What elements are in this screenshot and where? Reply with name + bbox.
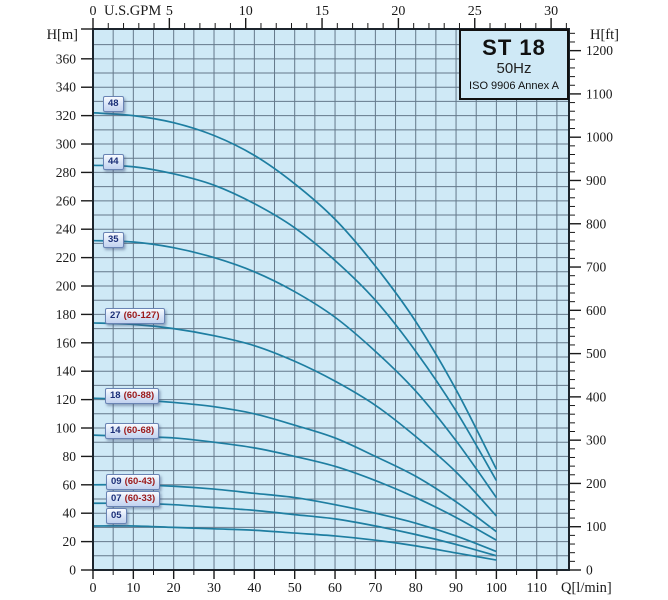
pump-model-title: ST 18 <box>482 35 546 60</box>
pump-curve-44 <box>92 164 498 481</box>
left-axis-tick-label: 180 <box>56 307 77 322</box>
left-axis-tick-label: 340 <box>56 80 77 95</box>
left-axis-tick-label: 160 <box>56 335 77 350</box>
curve-label-stages: 27 <box>110 310 121 321</box>
left-axis-tick-label: 200 <box>56 279 77 294</box>
top-axis-tick-label: 25 <box>468 4 482 19</box>
curve-label-14: 14 (60-68) <box>105 423 160 439</box>
left-axis-tick-label: 140 <box>56 364 77 379</box>
right-axis-tick-label: 600 <box>586 303 607 318</box>
pump-frequency: 50Hz <box>496 60 532 77</box>
left-axis-tick-label: 40 <box>63 506 77 521</box>
curve-label-range: (60-68) <box>123 425 155 436</box>
pump-curve-27 <box>92 322 498 517</box>
left-axis-tick-label: 60 <box>63 477 77 492</box>
left-axis-tick-label: 360 <box>56 51 77 66</box>
plot-background <box>93 29 569 570</box>
right-axis-tick-label: 0 <box>586 563 593 578</box>
bottom-axis-tick-label: 50 <box>288 581 302 596</box>
left-axis-tick-label: 240 <box>56 222 77 237</box>
curve-label-27: 27 (60-127) <box>105 308 165 324</box>
curve-label-35: 35 <box>103 232 124 248</box>
left-axis-title: H[m] <box>47 27 78 43</box>
right-axis-tick-label: 500 <box>586 346 607 361</box>
curve-label-09: 09 (60-43) <box>106 474 161 490</box>
curve-label-stages: 07 <box>111 493 122 504</box>
pump-curve-07 <box>92 502 497 557</box>
curve-label-range: (60-33) <box>124 493 156 504</box>
curve-label-range: (60-127) <box>123 310 160 321</box>
top-axis-tick-label: 0 <box>90 4 97 19</box>
top-axis-tick-label: 10 <box>239 4 253 19</box>
top-axis-tick-label: 15 <box>315 4 329 19</box>
curve-label-stages: 44 <box>108 156 119 167</box>
right-axis-tick-label: 400 <box>586 389 607 404</box>
right-axis-tick-label: 700 <box>586 260 607 275</box>
left-axis-tick-label: 0 <box>69 563 76 578</box>
curve-label-stages: 09 <box>111 476 122 487</box>
right-axis-tick-label: 300 <box>586 433 607 448</box>
top-axis-tick-label: 5 <box>166 4 173 19</box>
bottom-axis-tick-label: 100 <box>486 581 507 596</box>
left-axis-tick-label: 20 <box>63 534 77 549</box>
bottom-axis-tick-label: 10 <box>126 581 140 596</box>
left-axis-tick-label: 300 <box>56 137 77 152</box>
curve-label-stages: 14 <box>110 425 121 436</box>
pump-curve-14 <box>92 434 497 541</box>
curve-label-stages: 48 <box>108 98 119 109</box>
bottom-axis-tick-label: 70 <box>368 581 382 596</box>
curve-label-44: 44 <box>103 154 124 170</box>
bottom-axis-tick-label: 0 <box>90 581 97 596</box>
curve-label-stages: 18 <box>110 390 121 401</box>
right-axis-tick-label: 1200 <box>586 43 613 58</box>
curve-label-48: 48 <box>103 96 124 112</box>
top-axis-title: U.S.GPM <box>104 3 161 19</box>
bottom-axis-tick-label: 110 <box>526 581 546 596</box>
left-axis-tick-label: 260 <box>56 193 77 208</box>
right-axis-tick-label: 1000 <box>586 130 613 145</box>
left-axis-tick-label: 80 <box>63 449 77 464</box>
right-axis-tick-label: 100 <box>586 519 607 534</box>
curve-label-18: 18 (60-88) <box>105 388 160 404</box>
left-axis-tick-label: 280 <box>56 165 77 180</box>
bottom-axis-tick-label: 90 <box>449 581 463 596</box>
bottom-axis-tick-label: 40 <box>247 581 261 596</box>
right-axis-tick-label: 200 <box>586 476 607 491</box>
bottom-axis-tick-label: 30 <box>207 581 221 596</box>
bottom-axis-tick-label: 60 <box>328 581 342 596</box>
right-axis-title: H[ft] <box>590 27 619 43</box>
chart-title-box: ST 18 50Hz ISO 9906 Annex A <box>459 29 569 100</box>
bottom-axis-tick-label: 80 <box>409 581 423 596</box>
left-axis-tick-label: 120 <box>56 392 77 407</box>
top-axis-tick-label: 30 <box>544 4 558 19</box>
curve-label-stages: 35 <box>108 234 119 245</box>
curve-label-stages: 05 <box>111 510 122 521</box>
pump-curve-35 <box>92 239 498 499</box>
curve-label-range: (60-88) <box>123 390 155 401</box>
pump-curve-48 <box>92 111 498 470</box>
pump-curve-09 <box>92 483 497 553</box>
plot-border <box>92 28 570 571</box>
pump-curve-05 <box>92 525 497 561</box>
right-axis-tick-label: 900 <box>586 173 607 188</box>
left-axis-tick-label: 100 <box>56 421 77 436</box>
pump-curve-18 <box>92 397 497 533</box>
right-axis-tick-label: 800 <box>586 216 607 231</box>
curve-label-05: 05 <box>106 508 127 524</box>
curve-label-range: (60-43) <box>124 476 156 487</box>
curve-label-07: 07 (60-33) <box>106 491 161 507</box>
left-axis-tick-label: 320 <box>56 108 77 123</box>
bottom-axis-tick-label: 20 <box>167 581 181 596</box>
pump-standard: ISO 9906 Annex A <box>469 80 559 92</box>
left-axis-tick-label: 220 <box>56 250 77 265</box>
bottom-axis-title: Q[l/min] <box>561 580 612 596</box>
right-axis-tick-label: 1100 <box>586 86 613 101</box>
top-axis-tick-label: 20 <box>391 4 405 19</box>
